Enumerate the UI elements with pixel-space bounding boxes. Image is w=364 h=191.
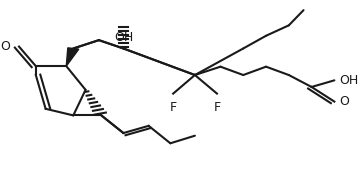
Polygon shape [66, 48, 79, 66]
Text: O: O [340, 95, 349, 108]
Text: F: F [213, 101, 221, 114]
Text: OH: OH [340, 74, 359, 87]
Text: OH: OH [114, 31, 133, 44]
Text: F: F [170, 101, 177, 114]
Text: O: O [0, 40, 10, 53]
